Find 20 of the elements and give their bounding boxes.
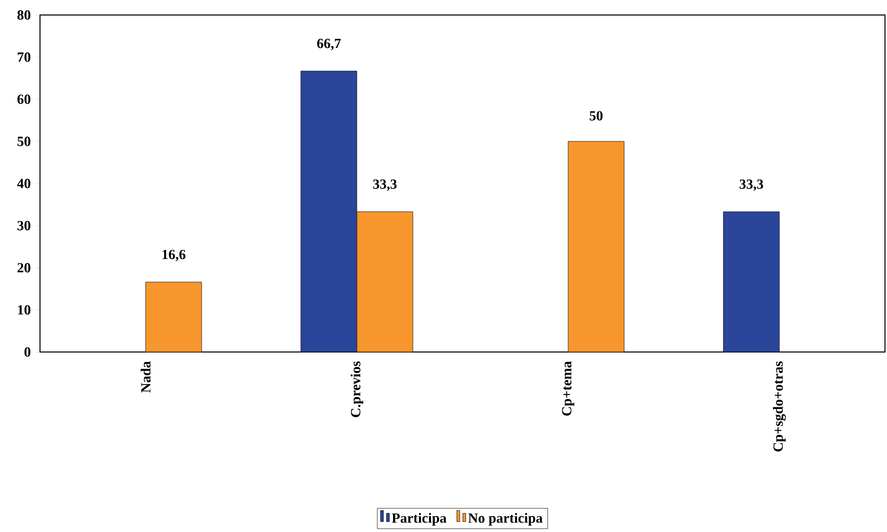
- data-label: 33,3: [740, 179, 764, 191]
- y-tick-label: 20: [18, 263, 30, 272]
- y-tick-label: 50: [18, 136, 30, 146]
- x-tick-label: C.previos: [350, 361, 364, 418]
- y-tick-label: 30: [17, 220, 30, 230]
- y-tick-label: 10: [18, 305, 30, 315]
- legend-label: Participa: [392, 512, 446, 526]
- x-tick-label: Nada: [140, 361, 151, 393]
- y-tick-label: 70: [18, 52, 30, 62]
- x-tick-label: Cp+sgdo+otras: [772, 361, 786, 452]
- data-label: 16,6: [162, 250, 186, 262]
- y-tick-label: 40: [17, 178, 30, 188]
- y-tick-label: 60: [17, 94, 30, 104]
- data-label: 66,7: [317, 38, 341, 50]
- x-tick-label: Cp+tema: [562, 361, 574, 416]
- legend-label: No participa: [468, 512, 543, 526]
- y-tick-label: 0: [24, 347, 30, 357]
- data-label: 33,3: [373, 179, 397, 191]
- data-label: 50: [590, 111, 603, 121]
- y-tick-label: 80: [17, 10, 30, 20]
